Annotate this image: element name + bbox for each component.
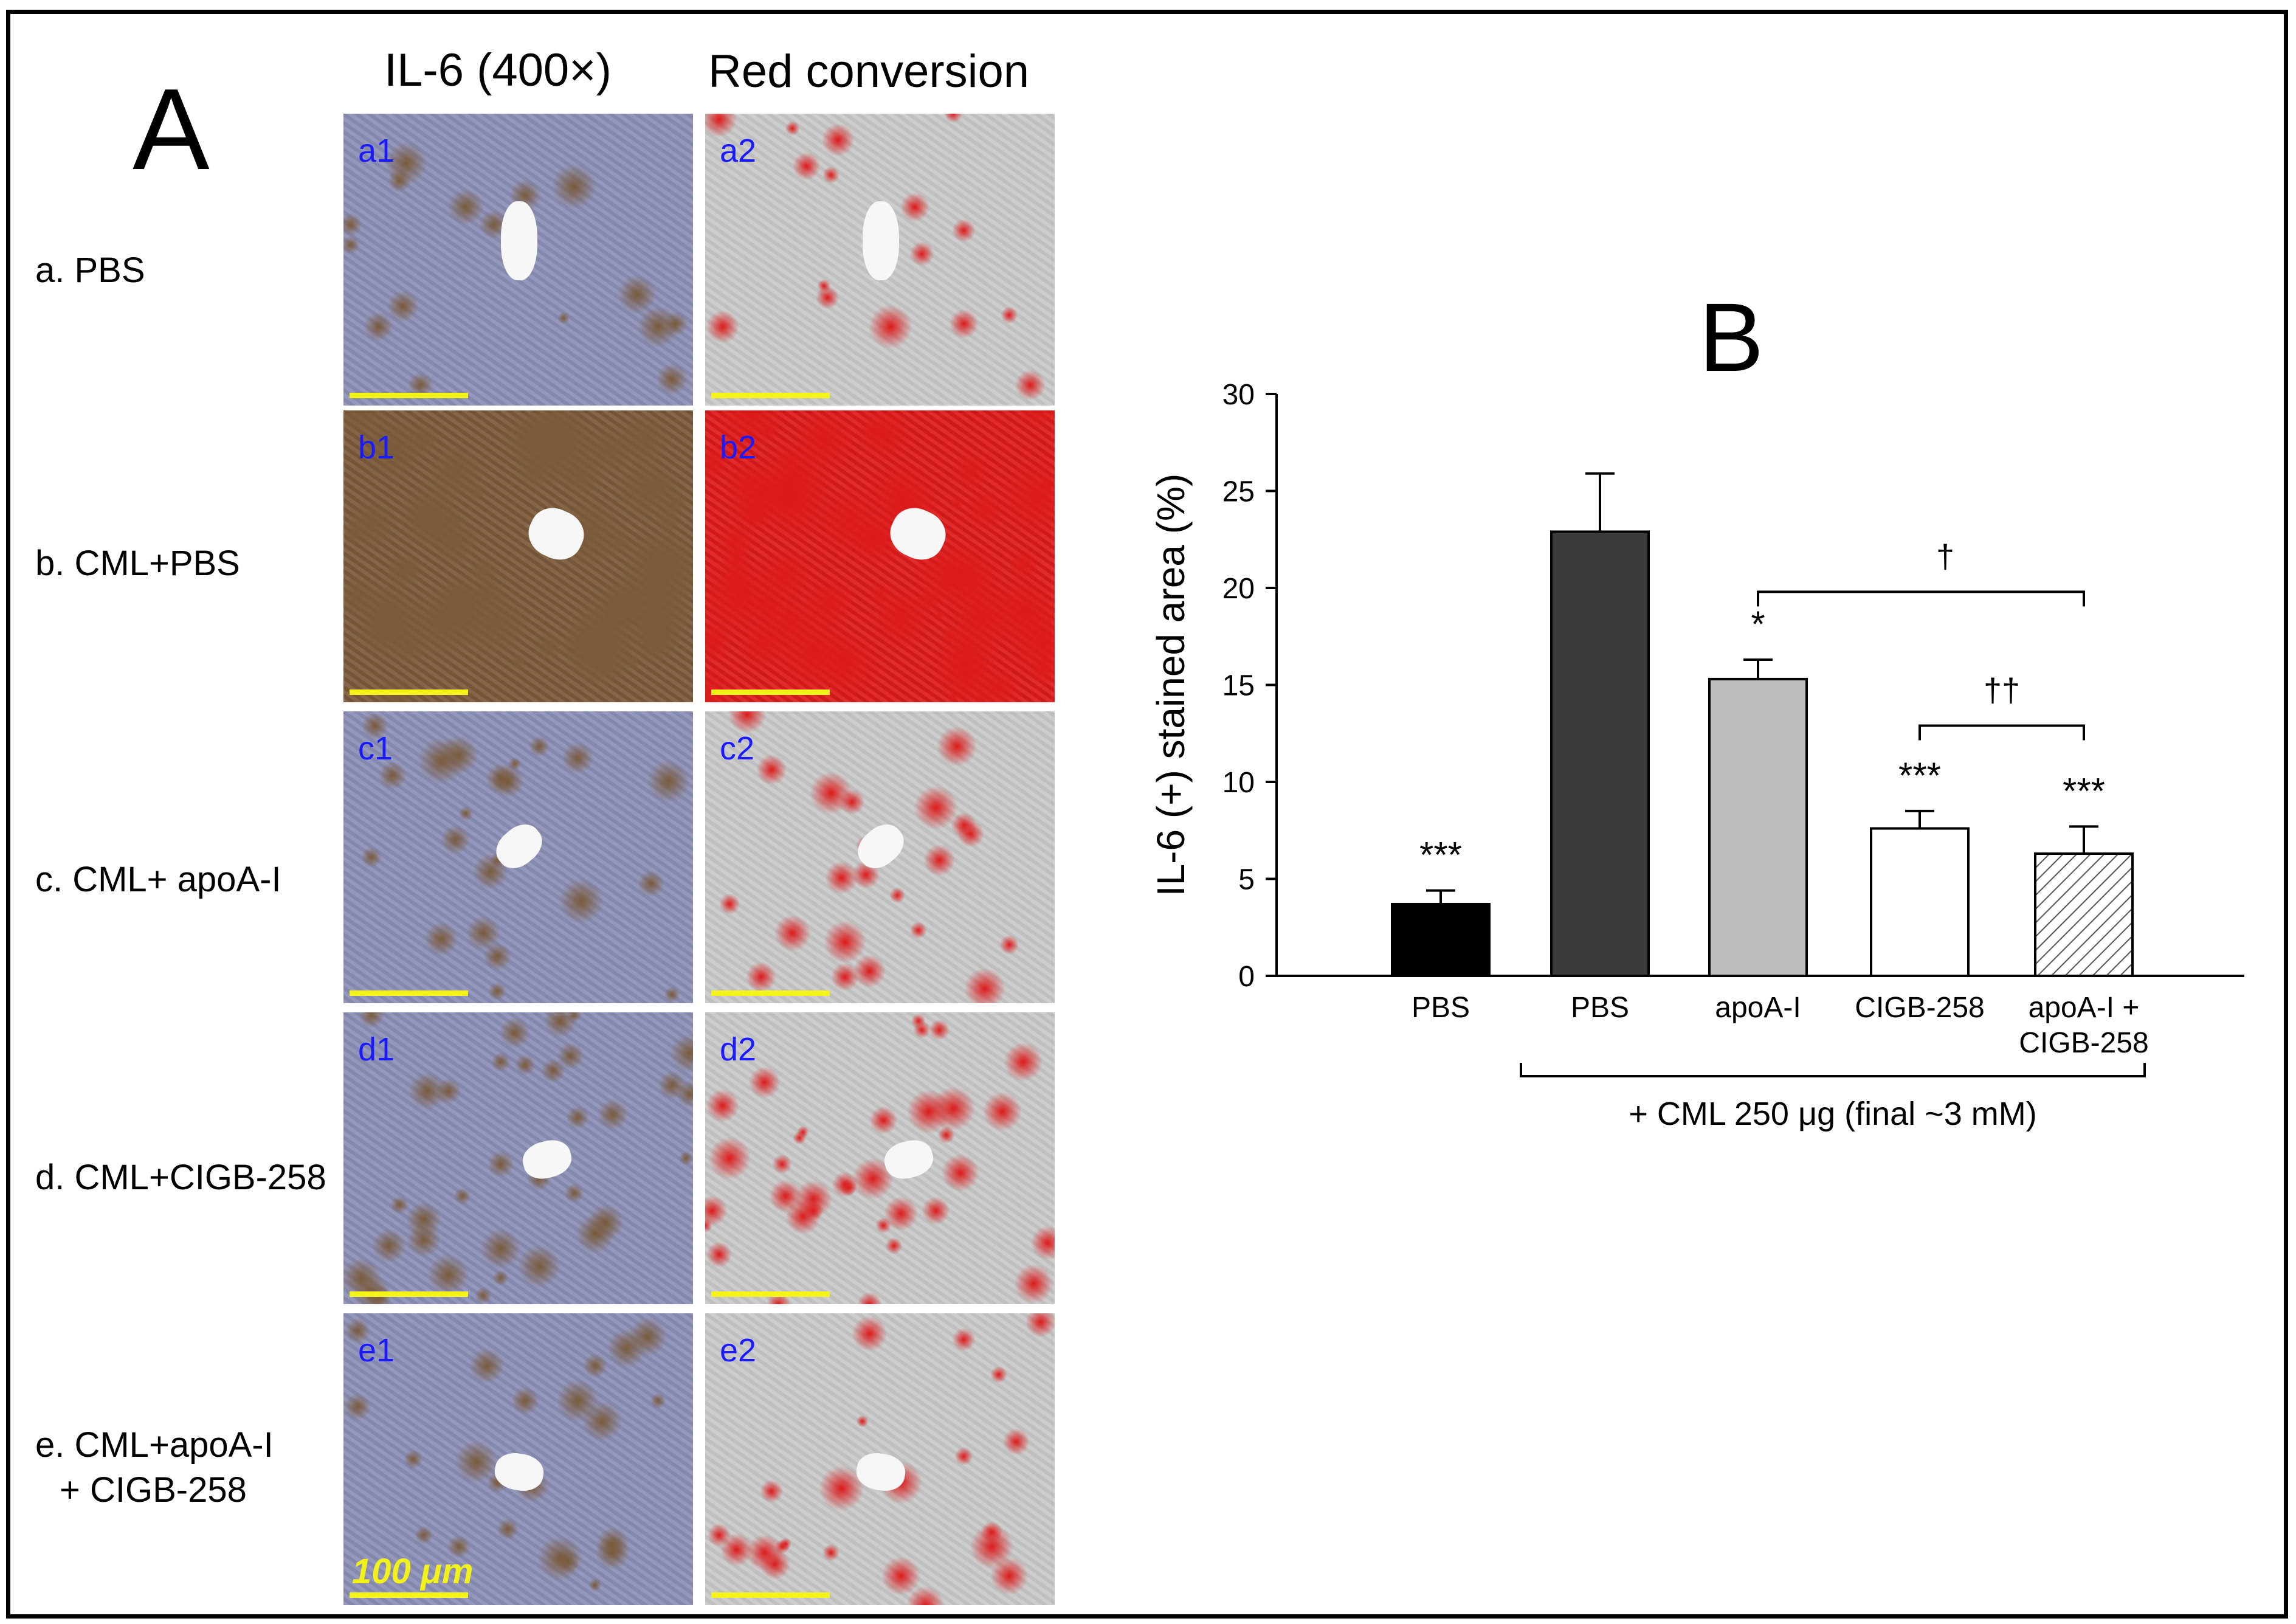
micrograph-a1: a1: [343, 114, 693, 406]
significance-mark: ***: [2063, 770, 2105, 811]
row-label-line: a. PBS: [35, 251, 145, 290]
row-label-1: b. CML+PBS: [35, 541, 240, 586]
bar: [2034, 852, 2134, 978]
scale-bar: [711, 393, 830, 398]
x-category-label: PBS: [1412, 992, 1470, 1024]
micrograph-tag: c2: [720, 730, 755, 767]
row-label-line: + CIGB-258: [60, 1470, 247, 1510]
scale-bar: [711, 1291, 830, 1297]
scale-bar: [350, 393, 468, 398]
bar: [1391, 902, 1491, 977]
vessel-lumen: [500, 201, 537, 280]
y-tick-label: 30: [1222, 379, 1255, 411]
y-tick-label: 10: [1222, 767, 1255, 799]
micrograph-c1: c1: [343, 711, 693, 1003]
micrograph-tag: e2: [720, 1332, 757, 1369]
scale-bar: [350, 689, 468, 695]
group-bracket: [1520, 1063, 2146, 1077]
y-tick-label: 5: [1238, 864, 1255, 896]
micrograph-d1: d1: [343, 1012, 693, 1304]
row-label-4: e. CML+apoA-I + CIGB-258: [35, 1423, 274, 1513]
significance-mark: ***: [1898, 755, 1941, 796]
row-label-0: a. PBS: [35, 248, 145, 293]
group-bracket-label: + CML 250 μg (final ~3 mM): [1629, 1096, 2036, 1132]
micrograph-tag: b1: [358, 429, 395, 466]
y-tick-label: 25: [1222, 476, 1255, 508]
significance-mark: ***: [1419, 835, 1462, 876]
micrograph-tag: d2: [720, 1031, 757, 1068]
micrograph-tag: c1: [358, 730, 393, 767]
bar: [1550, 530, 1650, 977]
micrograph-b1: b1: [343, 410, 693, 702]
micrograph-tag: e1: [358, 1332, 395, 1369]
column-header-red-conversion: Red conversion: [708, 46, 1030, 97]
micrograph-d2: d2: [705, 1012, 1055, 1304]
micrograph-a2: a2: [705, 114, 1055, 406]
y-tick-label: 20: [1222, 573, 1255, 605]
comparison-label: ††: [1984, 672, 2020, 708]
micrograph-c2: c2: [705, 711, 1055, 1003]
micrograph-tag: a1: [358, 133, 395, 169]
x-category-label: CIGB-258: [2019, 1027, 2148, 1059]
comparison-bracket: [1757, 590, 2085, 607]
row-label-line: d. CML+CIGB-258: [35, 1158, 326, 1197]
scale-bar: [350, 1592, 468, 1598]
micrograph-tag: a2: [720, 133, 757, 169]
comparison-bracket: [1919, 724, 2085, 741]
bar: [1870, 827, 1970, 978]
y-tick-label: 15: [1222, 670, 1255, 702]
significance-mark: *: [1751, 604, 1765, 644]
row-label-line: c. CML+ apoA-I: [35, 860, 281, 899]
micrograph-b2: b2: [705, 410, 1055, 702]
x-category-label: apoA-I +: [2029, 992, 2140, 1024]
comparison-label: †: [1936, 538, 1954, 575]
bar: [1708, 677, 1808, 978]
panel-b-letter: B: [1699, 283, 1764, 392]
micrograph-tag: b2: [720, 429, 757, 466]
scale-bar: [711, 990, 830, 996]
micrograph-tag: d1: [358, 1031, 395, 1068]
scale-bar: [350, 990, 468, 996]
micrograph-e2: e2: [705, 1313, 1055, 1605]
panel-a-letter: A: [133, 65, 210, 194]
x-category-label: PBS: [1571, 992, 1629, 1024]
x-category-label: apoA-I: [1715, 992, 1801, 1024]
scale-bar: [711, 1592, 830, 1598]
scale-bar-label: 100 μm: [352, 1552, 474, 1591]
micrograph-e1: e1 100 μm: [343, 1313, 693, 1605]
x-category-label: CIGB-258: [1855, 992, 1984, 1024]
vessel-lumen: [862, 201, 899, 280]
y-tick-label: 0: [1238, 961, 1255, 993]
y-axis-label: IL-6 (+) stained area (%): [1149, 474, 1193, 896]
row-label-3: d. CML+CIGB-258: [35, 1155, 326, 1200]
row-label-line: b. CML+PBS: [35, 544, 240, 583]
scale-bar: [711, 689, 830, 695]
row-label-line: e. CML+apoA-I: [35, 1425, 274, 1465]
scale-bar: [350, 1291, 468, 1297]
row-label-2: c. CML+ apoA-I: [35, 857, 281, 902]
column-header-il6: IL-6 (400×): [384, 44, 612, 96]
